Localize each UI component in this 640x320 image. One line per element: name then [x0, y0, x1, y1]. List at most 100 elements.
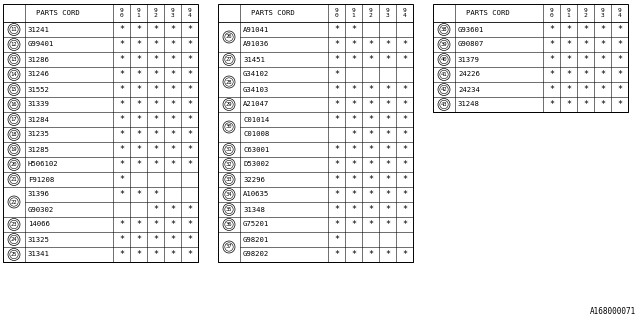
Text: *: * — [549, 40, 554, 49]
Text: *: * — [136, 85, 141, 94]
Text: 9
4: 9 4 — [403, 8, 406, 18]
Text: 34: 34 — [226, 192, 232, 197]
Text: D53002: D53002 — [243, 162, 269, 167]
Text: 36: 36 — [226, 222, 232, 227]
Text: *: * — [549, 25, 554, 34]
Text: *: * — [334, 145, 339, 154]
Text: *: * — [187, 160, 192, 169]
Text: *: * — [119, 70, 124, 79]
Text: *: * — [334, 40, 339, 49]
Text: 32296: 32296 — [243, 177, 265, 182]
Text: 9
3: 9 3 — [600, 8, 604, 18]
Text: *: * — [136, 55, 141, 64]
Text: 31248: 31248 — [458, 101, 480, 108]
Text: 40: 40 — [441, 57, 447, 62]
Text: G75201: G75201 — [243, 221, 269, 228]
Text: *: * — [351, 55, 356, 64]
Text: 25: 25 — [11, 252, 17, 257]
Text: *: * — [119, 160, 124, 169]
Text: *: * — [617, 70, 622, 79]
Text: *: * — [170, 250, 175, 259]
Text: C01008: C01008 — [243, 132, 269, 138]
Text: *: * — [136, 70, 141, 79]
Text: *: * — [402, 55, 407, 64]
Text: *: * — [351, 25, 356, 34]
Text: *: * — [153, 145, 158, 154]
Text: 31348: 31348 — [243, 206, 265, 212]
Text: *: * — [402, 100, 407, 109]
Text: *: * — [334, 70, 339, 79]
Text: *: * — [351, 220, 356, 229]
Text: *: * — [187, 220, 192, 229]
Text: *: * — [583, 70, 588, 79]
Text: *: * — [549, 55, 554, 64]
Text: A21047: A21047 — [243, 101, 269, 108]
Text: 11: 11 — [11, 27, 17, 32]
Text: *: * — [583, 40, 588, 49]
Text: *: * — [549, 70, 554, 79]
Text: 9
3: 9 3 — [386, 8, 389, 18]
Text: *: * — [170, 70, 175, 79]
Text: *: * — [351, 40, 356, 49]
Text: *: * — [170, 85, 175, 94]
Text: 9
2: 9 2 — [369, 8, 372, 18]
Text: A168000071: A168000071 — [589, 307, 636, 316]
Text: 9
0: 9 0 — [335, 8, 339, 18]
Text: 31: 31 — [226, 147, 232, 152]
Text: 9
0: 9 0 — [120, 8, 124, 18]
Text: 38: 38 — [441, 27, 447, 32]
Text: 29: 29 — [226, 102, 232, 107]
Text: 20: 20 — [11, 162, 17, 167]
Text: *: * — [402, 115, 407, 124]
Text: *: * — [402, 145, 407, 154]
Text: *: * — [617, 85, 622, 94]
Text: *: * — [368, 175, 373, 184]
Text: *: * — [583, 55, 588, 64]
Text: *: * — [187, 70, 192, 79]
Text: *: * — [368, 205, 373, 214]
Text: F91208: F91208 — [28, 177, 54, 182]
Text: G98201: G98201 — [243, 236, 269, 243]
Text: PARTS CORD: PARTS CORD — [251, 10, 295, 16]
Text: 19: 19 — [11, 147, 17, 152]
Text: *: * — [402, 175, 407, 184]
Text: *: * — [334, 115, 339, 124]
Text: C01014: C01014 — [243, 116, 269, 123]
Text: G93601: G93601 — [458, 27, 484, 33]
Text: *: * — [170, 25, 175, 34]
Text: *: * — [566, 85, 571, 94]
Text: 31396: 31396 — [28, 191, 50, 197]
Text: *: * — [617, 25, 622, 34]
Text: *: * — [385, 250, 390, 259]
Text: *: * — [136, 220, 141, 229]
Text: *: * — [136, 160, 141, 169]
Text: *: * — [566, 55, 571, 64]
Text: 23: 23 — [11, 222, 17, 227]
Text: *: * — [153, 250, 158, 259]
Text: *: * — [187, 100, 192, 109]
Text: *: * — [368, 130, 373, 139]
Text: *: * — [170, 115, 175, 124]
Text: *: * — [385, 190, 390, 199]
Text: *: * — [402, 220, 407, 229]
Text: *: * — [334, 190, 339, 199]
Text: *: * — [153, 220, 158, 229]
Text: *: * — [119, 130, 124, 139]
Text: G90807: G90807 — [458, 42, 484, 47]
Text: *: * — [617, 55, 622, 64]
Text: *: * — [153, 100, 158, 109]
Text: *: * — [153, 25, 158, 34]
Text: *: * — [136, 40, 141, 49]
Text: *: * — [119, 190, 124, 199]
Text: 31246: 31246 — [28, 71, 50, 77]
Text: *: * — [566, 70, 571, 79]
Text: *: * — [136, 250, 141, 259]
Text: *: * — [385, 40, 390, 49]
Text: 31284: 31284 — [28, 116, 50, 123]
Text: *: * — [385, 100, 390, 109]
Text: *: * — [334, 220, 339, 229]
Text: *: * — [368, 40, 373, 49]
Text: *: * — [153, 55, 158, 64]
Text: *: * — [385, 145, 390, 154]
Text: *: * — [334, 55, 339, 64]
